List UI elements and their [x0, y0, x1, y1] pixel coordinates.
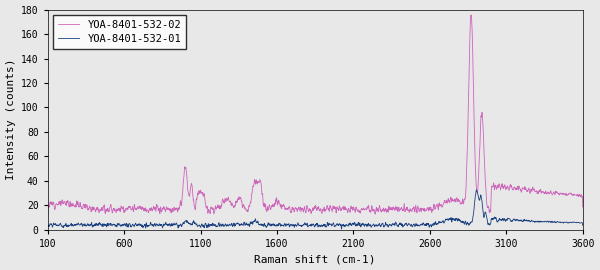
YOA-8401-532-01	[473, 188, 480, 191]
YOA-8401-532-02	[304, 208, 311, 211]
YOA-8401-532-02	[564, 194, 571, 197]
YOA-8401-532-02	[71, 204, 79, 207]
YOA-8401-532-01	[71, 224, 79, 227]
YOA-8401-532-02	[579, 205, 586, 209]
Line: YOA-8401-532-02: YOA-8401-532-02	[48, 15, 583, 214]
YOA-8401-532-01	[290, 223, 297, 226]
YOA-8401-532-02	[371, 212, 379, 216]
YOA-8401-532-02	[564, 194, 571, 197]
YOA-8401-532-02	[44, 212, 52, 215]
YOA-8401-532-01	[564, 221, 571, 225]
X-axis label: Raman shift (cm-1): Raman shift (cm-1)	[254, 254, 376, 264]
YOA-8401-532-01	[466, 223, 473, 226]
YOA-8401-532-01	[579, 224, 586, 227]
YOA-8401-532-02	[466, 64, 473, 68]
Legend: YOA-8401-532-02, YOA-8401-532-01: YOA-8401-532-02, YOA-8401-532-01	[53, 15, 187, 49]
YOA-8401-532-01	[44, 225, 52, 228]
YOA-8401-532-02	[290, 209, 297, 212]
YOA-8401-532-01	[564, 221, 571, 224]
YOA-8401-532-01	[304, 225, 311, 228]
YOA-8401-532-01	[338, 227, 345, 231]
YOA-8401-532-02	[467, 13, 475, 16]
Y-axis label: Intensity (counts): Intensity (counts)	[5, 59, 16, 180]
Line: YOA-8401-532-01: YOA-8401-532-01	[48, 190, 583, 229]
